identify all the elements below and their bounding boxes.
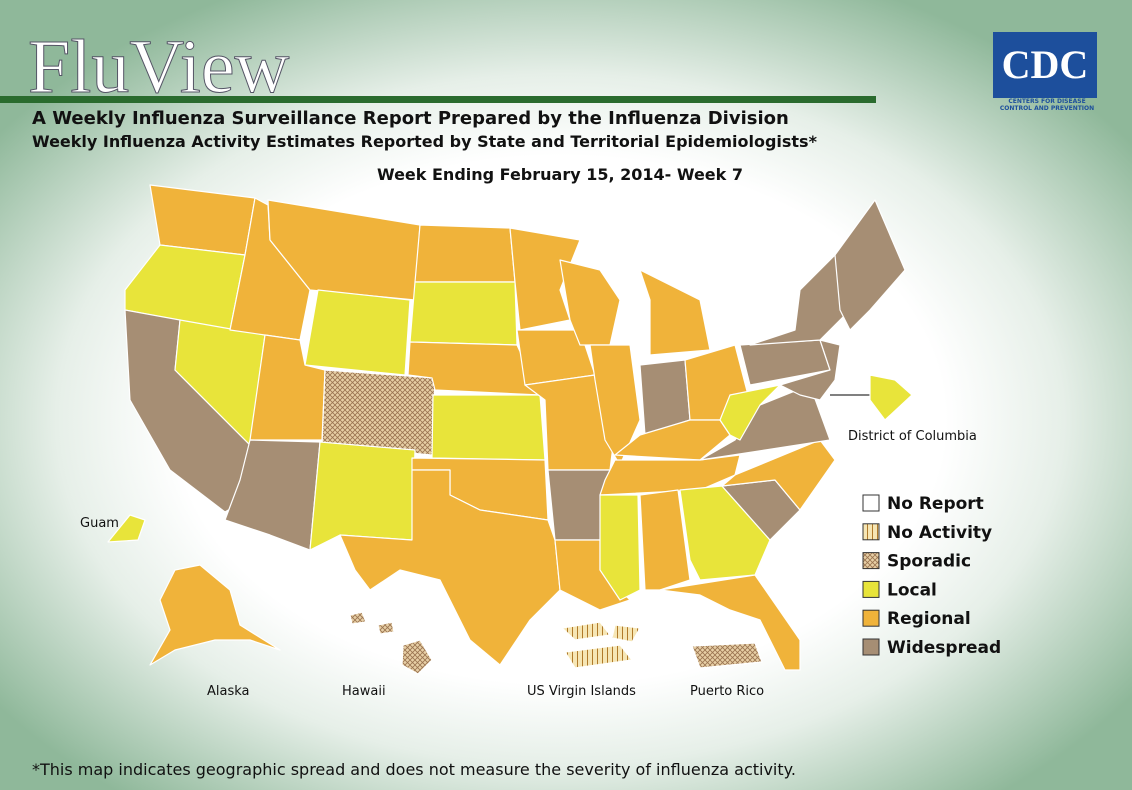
- cdc-logo: CDC CENTERS FOR DISEASE CONTROL AND PREV…: [993, 32, 1097, 112]
- region: [407, 341, 541, 396]
- region: [561, 621, 611, 641]
- region: [564, 644, 633, 669]
- region: [377, 621, 395, 635]
- legend-swatch: [862, 552, 880, 570]
- legend-label: No Report: [887, 494, 984, 514]
- region: [611, 624, 641, 643]
- legend-label: No Activity: [887, 523, 992, 543]
- legend-swatch: [862, 580, 880, 598]
- usvi-label: US Virgin Islands: [527, 684, 636, 699]
- title: FluView: [28, 25, 290, 109]
- region: [659, 574, 801, 671]
- region: [599, 454, 741, 496]
- region: [339, 469, 561, 666]
- region: [401, 639, 433, 675]
- region: [349, 611, 367, 625]
- region: [107, 514, 146, 543]
- legend-label: Sporadic: [887, 552, 971, 572]
- region: [749, 254, 851, 346]
- region: [834, 199, 906, 331]
- region: [309, 441, 416, 551]
- region: [149, 184, 256, 256]
- subtitle: A Weekly Influenza Surveillance Report P…: [32, 108, 789, 129]
- region: [431, 394, 546, 461]
- region: [149, 564, 281, 666]
- logo-tagline: CENTERS FOR DISEASE: [1008, 98, 1085, 105]
- legend-swatch: [862, 494, 880, 512]
- subtitle2: Weekly Influenza Activity Estimates Repo…: [32, 132, 818, 151]
- states: [107, 184, 913, 675]
- legend-label: Local: [887, 580, 937, 600]
- region: [869, 374, 913, 421]
- pr-label: Puerto Rico: [690, 684, 764, 699]
- region: [639, 489, 691, 591]
- guam-label: Guam: [80, 516, 119, 531]
- dc-label: District of Columbia: [848, 429, 977, 444]
- legend: No Report No Activity Sporadic Local Regiona…: [862, 494, 1001, 658]
- footnote: *This map indicates geographic spread an…: [32, 760, 796, 779]
- region: [414, 224, 516, 283]
- alaska-label: Alaska: [207, 684, 250, 699]
- region: [699, 384, 831, 461]
- region: [409, 281, 518, 346]
- legend-swatch: [862, 523, 880, 541]
- week: Week Ending February 15, 2014- Week 7: [377, 165, 743, 184]
- legend-label: Regional: [887, 609, 971, 629]
- region: [321, 369, 436, 456]
- logo-tagline: CONTROL AND PREVENTION: [1000, 105, 1094, 112]
- legend-swatch: [862, 638, 880, 656]
- legend-label: Widespread: [887, 638, 1001, 658]
- legend-swatch: [862, 609, 880, 627]
- region: [639, 269, 711, 356]
- hawaii-label: Hawaii: [342, 684, 386, 699]
- title-bar: [0, 96, 876, 103]
- region: [779, 339, 841, 401]
- region: [304, 289, 411, 376]
- region: [691, 642, 763, 669]
- region: [599, 494, 641, 601]
- logo-text: CDC: [1002, 42, 1089, 87]
- region: [719, 384, 781, 441]
